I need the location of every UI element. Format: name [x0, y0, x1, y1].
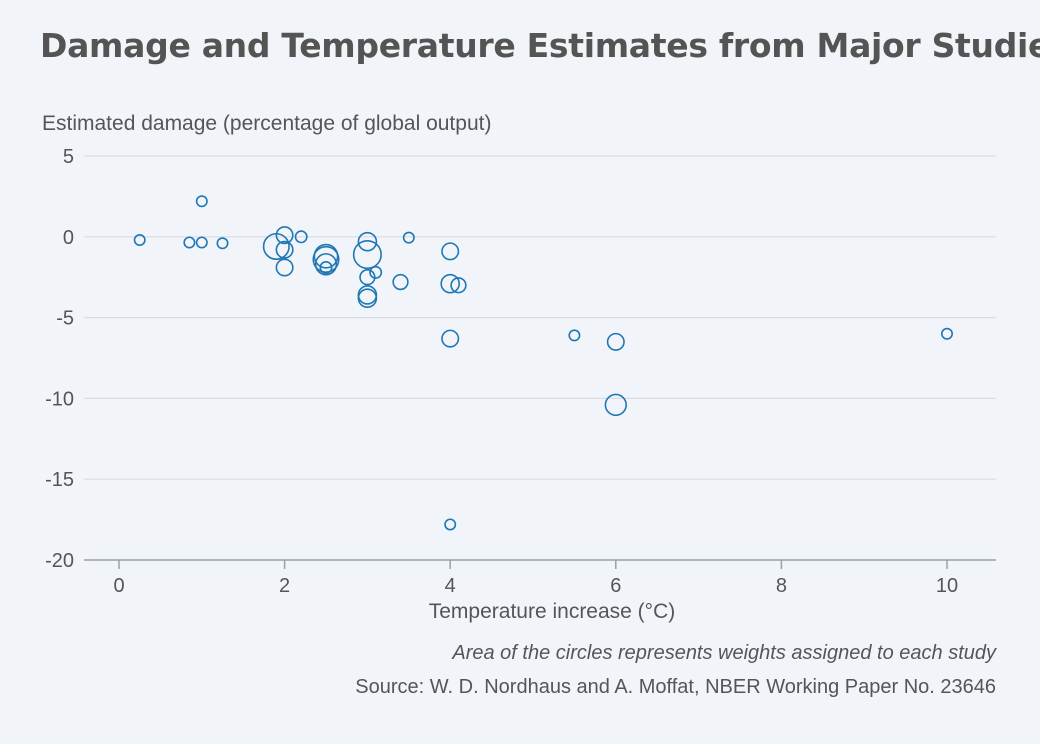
- data-points: [133, 195, 953, 531]
- data-point: [319, 261, 333, 275]
- data-point: [294, 230, 308, 244]
- data-point: [195, 236, 208, 249]
- y-tick-label: -20: [45, 550, 74, 572]
- chart-title: Damage and Temperature Estimates from Ma…: [40, 26, 1040, 65]
- chart-note: Area of the circles represents weights a…: [452, 642, 996, 664]
- y-axis-label: Estimated damage (percentage of global o…: [42, 112, 492, 135]
- data-point: [275, 226, 294, 245]
- data-point: [357, 288, 378, 309]
- data-point: [357, 231, 378, 252]
- x-tick-label: 2: [279, 575, 290, 597]
- data-point: [369, 265, 383, 279]
- data-point: [940, 327, 953, 340]
- data-point: [402, 231, 415, 244]
- chart-source: Source: W. D. Nordhaus and A. Moffat, NB…: [355, 676, 996, 698]
- data-point: [313, 243, 339, 269]
- data-point: [392, 273, 409, 291]
- data-point: [450, 277, 467, 294]
- x-tick-label: 4: [445, 575, 456, 597]
- data-point: [606, 332, 625, 351]
- data-point: [314, 253, 338, 276]
- y-tick-label: -5: [56, 308, 74, 330]
- data-point: [604, 393, 627, 417]
- x-axis-label: Temperature increase (°C): [429, 600, 675, 623]
- x-tick-label: 10: [936, 575, 958, 597]
- data-point: [441, 242, 460, 261]
- y-tick-label: 0: [63, 227, 74, 249]
- data-point: [444, 518, 457, 531]
- data-point: [312, 245, 340, 273]
- data-point: [133, 234, 146, 247]
- y-axis-ticks: 5 0 -5 -10 -15 -20: [45, 146, 74, 572]
- data-point: [275, 258, 294, 277]
- x-tick-label: 0: [113, 575, 124, 597]
- data-point: [440, 273, 461, 294]
- y-tick-label: 5: [63, 146, 74, 168]
- data-point: [275, 240, 294, 259]
- x-axis-ticks: 0 2 4 6 8 10: [113, 560, 958, 597]
- y-tick-label: -10: [45, 388, 74, 410]
- data-point: [195, 195, 208, 208]
- data-point: [183, 236, 196, 249]
- y-tick-label: -15: [45, 469, 74, 491]
- grid-lines: [84, 155, 996, 561]
- x-tick-label: 8: [776, 575, 787, 597]
- data-point: [352, 240, 382, 270]
- data-point: [216, 237, 229, 250]
- data-point: [568, 329, 581, 342]
- data-point: [441, 329, 460, 348]
- x-tick-label: 6: [610, 575, 621, 597]
